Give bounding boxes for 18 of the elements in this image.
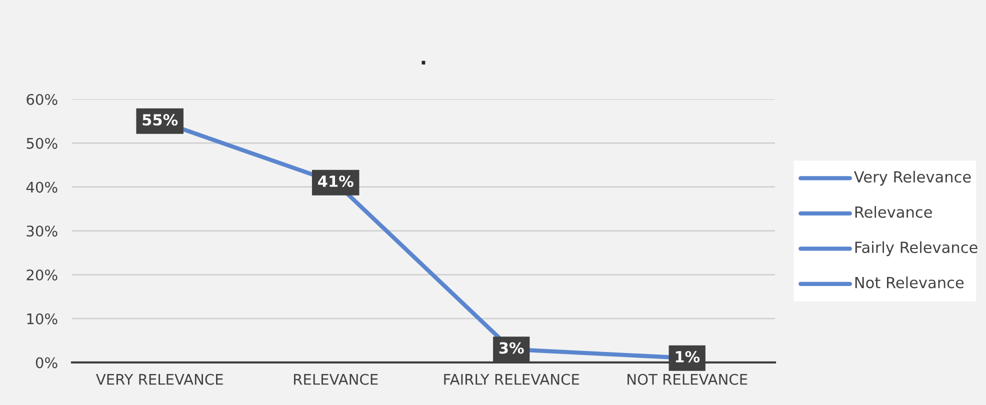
text: Relevance [855, 206, 932, 218]
y-tick-label: 30% [26, 226, 58, 237]
y-tick-label: 10% [27, 313, 58, 324]
text: Fairly Relevance [855, 241, 978, 256]
y-tick-label: 40% [26, 182, 58, 193]
data-label: 41% [318, 175, 354, 188]
chart-title: . [422, 60, 426, 65]
text: Not Relevance [855, 276, 964, 288]
text: Very Relevance [854, 170, 971, 186]
x-tick-label: NOT RELEVANCE [628, 374, 748, 385]
y-tick-label: 50% [26, 138, 58, 149]
y-tick-label: 60% [26, 94, 58, 105]
y-tick-label: 0% [36, 357, 58, 368]
x-tick-label: VERY RELEVANCE [96, 374, 223, 385]
data-label: 55% [142, 114, 178, 126]
x-tick-label: FAIRLY RELEVANCE [444, 374, 580, 385]
y-tick-label: 20% [26, 269, 58, 280]
x-tick-label: RELEVANCE [294, 374, 378, 385]
